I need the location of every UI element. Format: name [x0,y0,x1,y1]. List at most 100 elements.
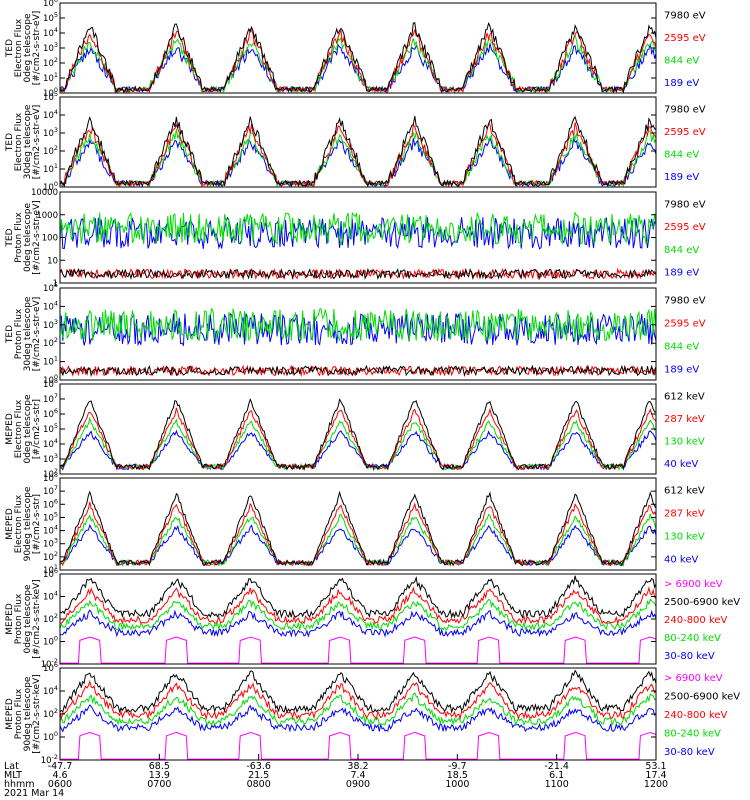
series-1-2-line [59,28,657,94]
y-tick-label: 103 [43,41,58,54]
y-tick-label: 102 [43,467,58,480]
x-tick-label: 53.1 [645,761,666,772]
legend-entry: 40 keV [664,555,698,566]
y-tick-label: 105 [43,422,58,435]
y-axis-label-line: Proton Flux [14,688,24,739]
series-7-2-line [59,575,657,619]
legend-entry: 130 keV [664,532,705,543]
series-6-3-line [59,513,657,567]
series-5-2-line [59,407,657,471]
legend-entry: 287 keV [664,509,705,520]
panel-1: 106 105 104 103 102 101 100 TED Electron Flux 0de… [5,0,706,99]
y-axis-label-line: MEPED [5,413,15,445]
x-tick-label: -63.6 [246,761,271,772]
series-6-2-line [59,501,657,568]
y-tick-label: 108 [43,471,58,484]
series-8-4-line [59,692,657,727]
y-axis-label-line: TED [5,228,15,247]
x-tick-label: 4.6 [52,770,67,781]
series-3-1-line [59,267,657,281]
y-tick-label: 100 [43,373,58,386]
series-7-1-line [60,636,657,664]
y-axis-label-line: MEPED [5,603,15,635]
series-7-3-line [59,586,657,626]
legend-entry: 189 eV [664,268,699,279]
series-2-1-line [59,115,657,188]
panel-frame [59,477,657,571]
legend-entry: 2595 eV [664,222,706,233]
series-8-5-line [59,704,657,733]
y-axis-label-line: TED [5,325,15,344]
y-tick-label: 104 [43,108,58,121]
legend-entry: 844 eV [664,342,699,353]
series-3-3-line [59,211,657,247]
y-tick-label: 10000 [31,188,58,198]
y-axis-label-line: 0deg telescope [23,13,33,83]
y-tick-label: 103 [43,126,58,139]
x-tick-label: 0900 [346,779,370,790]
y-axis-label-line: Proton Flux [14,308,24,359]
y-axis-label-line: [#/cm2-s-str-eV] [32,297,42,372]
y-tick-label: 100 [43,86,58,99]
panel-frame [59,287,657,381]
date-label: 2021 Mar 14 [4,788,64,799]
legend-entry: 7980 eV [664,199,706,210]
series-7-4-line [59,598,657,631]
x-tick-label: 1100 [545,779,569,790]
y-tick-label: 100 [43,730,58,743]
y-tick-label: 104 [43,26,58,39]
y-tick-label: 102 [43,550,58,563]
y-axis-label-line: [#/cm2-s-str-keV] [32,674,42,753]
y-tick-label: 105 [43,11,58,24]
y-tick-label: 101 [43,162,58,175]
y-tick-label: 10-2 [41,657,58,670]
legend-entry: 189 eV [664,365,699,376]
y-tick-label: 102 [43,612,58,625]
y-axis-label-line: TED [5,133,15,152]
legend-entry: 30-80 keV [664,747,715,758]
y-tick-label: 100 [42,234,58,244]
legend-entry: 240-800 keV [664,615,728,626]
y-tick-label: 104 [43,684,58,697]
y-tick-label: 104 [43,437,58,450]
y-tick-label: 104 [43,299,58,312]
y-axis-label-line: 0deg telescope [23,394,33,464]
panel-5: 108 107 106 105 104 103 102 MEPED Electron Flux 0… [5,377,705,480]
legend-entry: 2595 eV [664,33,706,44]
legend-entry: 189 eV [664,172,699,183]
y-axis-label-line: 0deg telescope [23,584,33,654]
legend-entry: 2500-6900 keV [664,692,740,703]
y-tick-label: 105 [43,281,58,294]
y-tick-label: 100 [43,180,58,193]
y-tick-label: 107 [43,392,58,405]
legend-entry: > 6900 keV [664,673,723,684]
legend-entry: 844 eV [664,149,699,160]
series-6-4-line [59,523,657,567]
y-tick-label: 102 [43,144,58,157]
x-row-label: hhmm [4,779,35,790]
legend-entry: 612 keV [664,391,705,402]
x-tick-label: -21.4 [544,761,569,772]
y-axis-label-line: [#/cm2-s-str] [32,399,42,459]
y-tick-label: 106 [43,567,58,580]
y-tick-label: 10 [47,256,58,266]
legend-entry: 844 eV [664,245,699,256]
y-tick-label: 101 [43,563,58,576]
panel-8: 106 104 102 100 10-2 MEPED Proton Flux 90deg te… [5,661,740,766]
x-tick-label: 1200 [644,779,668,790]
panel-frame [59,191,657,284]
y-tick-label: 108 [43,377,58,390]
y-axis-label-line: MEPED [5,698,15,730]
y-axis-label-line: Electron Flux [14,18,24,77]
legend-entry: 7980 eV [664,296,706,307]
y-tick-label: 100 [43,635,58,648]
legend-entry: 612 keV [664,486,705,497]
x-tick-label: 21.5 [248,770,269,781]
legend-entry: 2500-6900 keV [664,597,740,608]
y-axis-label-line: MEPED [5,508,15,540]
y-tick-label: 107 [43,484,58,497]
y-axis-label-line: [#/cm2-s-str] [32,494,42,554]
y-axis-label-line: [#/cm2-s-str-eV] [32,11,42,86]
y-axis-label-line: TED [5,39,15,58]
series-8-3-line [59,679,657,721]
